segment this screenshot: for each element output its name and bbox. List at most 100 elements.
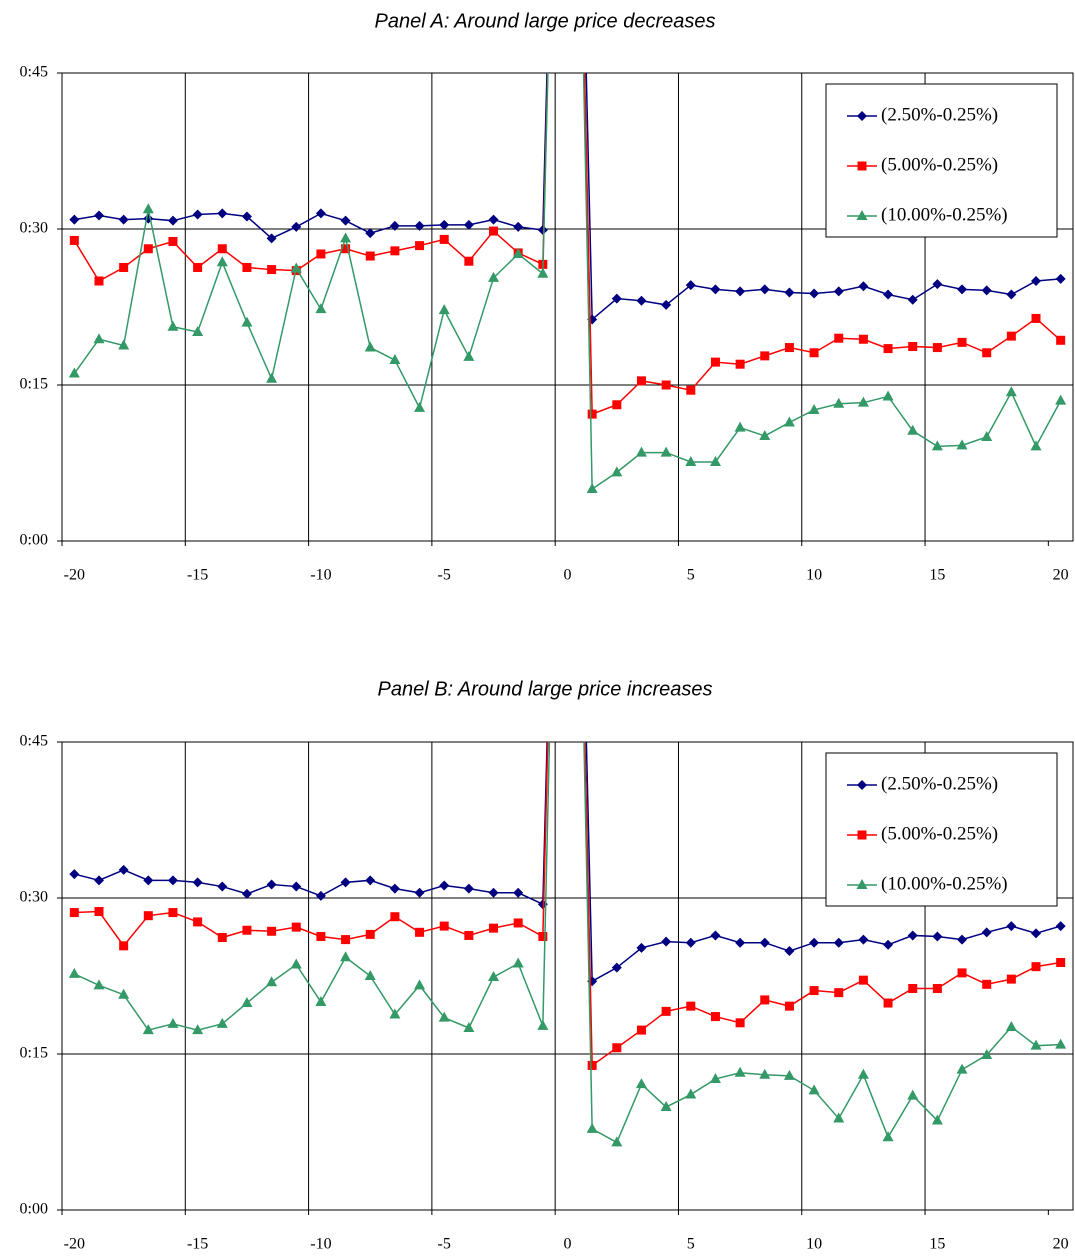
marker (340, 877, 351, 888)
marker (464, 256, 474, 266)
y-tick-label: 0:00 (20, 1201, 48, 1218)
marker (365, 929, 375, 939)
marker (488, 971, 500, 982)
marker (438, 304, 450, 315)
marker (858, 334, 868, 344)
legend-label: (2.50%-0.25%) (881, 104, 998, 125)
marker (439, 880, 450, 891)
marker (1030, 440, 1042, 451)
x-tick-label: 20 (1053, 567, 1069, 584)
marker (340, 951, 352, 962)
marker (636, 942, 647, 953)
marker (241, 211, 252, 222)
marker (168, 236, 178, 246)
marker (783, 1069, 795, 1080)
marker (686, 385, 696, 395)
legend-label: (5.00%-0.25%) (881, 154, 998, 175)
x-tick-label: 10 (806, 567, 822, 584)
marker (834, 988, 844, 998)
chart-title: Panel A: Around large price decreases (375, 10, 716, 32)
x-tick-label: -10 (310, 1236, 331, 1253)
marker (241, 888, 252, 899)
marker (365, 875, 376, 886)
x-tick-label: 10 (806, 1236, 822, 1253)
marker (635, 1078, 647, 1089)
marker (94, 907, 104, 917)
legend-label: (10.00%-0.25%) (881, 873, 1008, 894)
marker (759, 429, 771, 440)
marker (908, 983, 918, 993)
marker (390, 912, 400, 922)
marker (809, 348, 819, 358)
marker (709, 1072, 721, 1083)
marker (957, 934, 968, 945)
legend-label: (2.50%-0.25%) (881, 773, 998, 794)
x-tick-label: 0 (564, 567, 572, 584)
x-tick-label: -20 (64, 567, 85, 584)
marker (340, 215, 351, 226)
marker (142, 203, 154, 214)
marker (118, 864, 129, 875)
marker (1031, 928, 1042, 939)
marker (414, 887, 425, 898)
marker (981, 285, 992, 296)
marker (932, 983, 942, 993)
marker (69, 869, 80, 880)
y-tick-label: 0:15 (20, 376, 48, 393)
marker (932, 343, 942, 353)
marker (858, 975, 868, 985)
marker (734, 421, 746, 432)
x-tick-label: -10 (310, 567, 331, 584)
x-tick-label: -5 (438, 567, 451, 584)
series-line (73, 73, 1062, 416)
marker (1056, 335, 1066, 345)
marker (316, 249, 326, 259)
marker (216, 1017, 228, 1028)
marker (414, 979, 426, 990)
marker (587, 409, 597, 419)
marker (489, 923, 499, 933)
marker (192, 325, 204, 336)
marker (438, 1011, 450, 1022)
marker (341, 935, 351, 945)
marker (932, 931, 943, 942)
marker (882, 390, 894, 401)
series-line (74, 742, 1061, 1144)
marker (907, 1089, 919, 1100)
marker (686, 1001, 696, 1011)
marker (660, 1101, 672, 1112)
marker (143, 875, 154, 886)
legend (825, 752, 1058, 907)
marker (193, 262, 203, 272)
marker (242, 925, 252, 935)
marker (415, 241, 425, 251)
marker (365, 228, 376, 239)
marker (341, 244, 351, 254)
marker (216, 256, 228, 267)
marker (364, 970, 376, 980)
marker (241, 997, 253, 1008)
marker (907, 424, 919, 435)
y-tick-label: 0:45 (20, 733, 48, 750)
marker (291, 922, 301, 932)
marker (636, 1025, 646, 1035)
marker (1055, 1038, 1067, 1049)
marker (538, 931, 548, 941)
marker (858, 281, 869, 292)
marker (266, 233, 277, 244)
y-tick-label: 0:45 (20, 64, 48, 81)
marker (735, 937, 746, 948)
marker (808, 403, 820, 414)
marker (660, 446, 672, 457)
marker (883, 939, 894, 950)
marker (735, 359, 745, 369)
x-tick-label: 5 (687, 1236, 695, 1253)
marker (1056, 957, 1066, 967)
marker (981, 1049, 993, 1060)
series-line (74, 73, 1061, 322)
marker (956, 1063, 968, 1074)
marker (68, 367, 80, 378)
marker (119, 262, 129, 272)
marker (290, 958, 302, 969)
marker (142, 1024, 154, 1035)
